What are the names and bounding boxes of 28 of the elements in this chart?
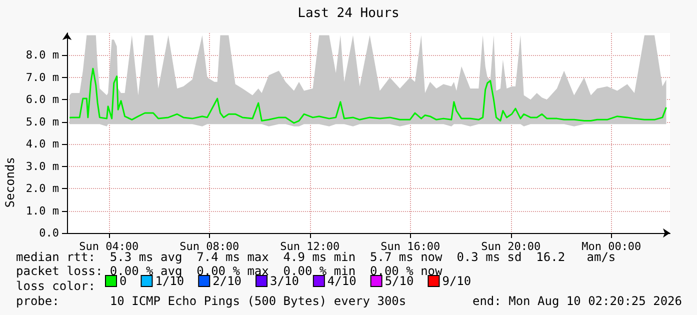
legend-label: 4/10: [327, 274, 356, 288]
legend-label: 2/10: [212, 274, 242, 288]
x-tick-label: Sun 20:00: [481, 240, 541, 253]
y-tick-label: 7.0 m: [26, 70, 60, 84]
y-tick-label: 0.0: [39, 226, 59, 240]
legend-label: 9/10: [442, 274, 472, 288]
y-axis-title: Seconds: [3, 156, 17, 208]
legend-label: 5/10: [384, 274, 414, 288]
chart-title: Last 24 Hours: [298, 6, 400, 21]
y-tick-label: 5.0 m: [26, 115, 60, 128]
y-tick-label: 8.0 m: [26, 48, 60, 62]
y-tick-label: 1.0 m: [26, 204, 60, 218]
text: probe: 10 ICMP Echo Pings (500 Bytes) every 300s: [16, 294, 406, 308]
y-tick-label: 3.0 m: [26, 160, 60, 173]
x-tick-label: Sun 04:00: [79, 240, 139, 253]
y-tick-label: 2.0 m: [26, 182, 60, 196]
line-series: [68, 68, 667, 124]
legend-label: 0: [120, 274, 127, 288]
x-tick-label: Sun 12:00: [280, 240, 340, 253]
legend-label: 3/10: [270, 274, 299, 288]
text: median rtt: 5.3 ms avg 7.4 ms max 4.9 ms min 5.7 ms now 0.3 ms sd 16.2 am/s: [16, 250, 616, 264]
legend-title: loss color:: [16, 279, 96, 293]
text: end: Mon Aug 10 02:20:25 2026: [472, 294, 682, 308]
x-tick-label: Sun 08:00: [180, 240, 240, 253]
y-tick-label: 4.0 m: [26, 138, 60, 151]
y-tick-label: 6.0 m: [26, 93, 60, 106]
x-tick-label: Mon 00:00: [582, 240, 642, 253]
x-tick-label: Sun 16:00: [380, 240, 440, 253]
